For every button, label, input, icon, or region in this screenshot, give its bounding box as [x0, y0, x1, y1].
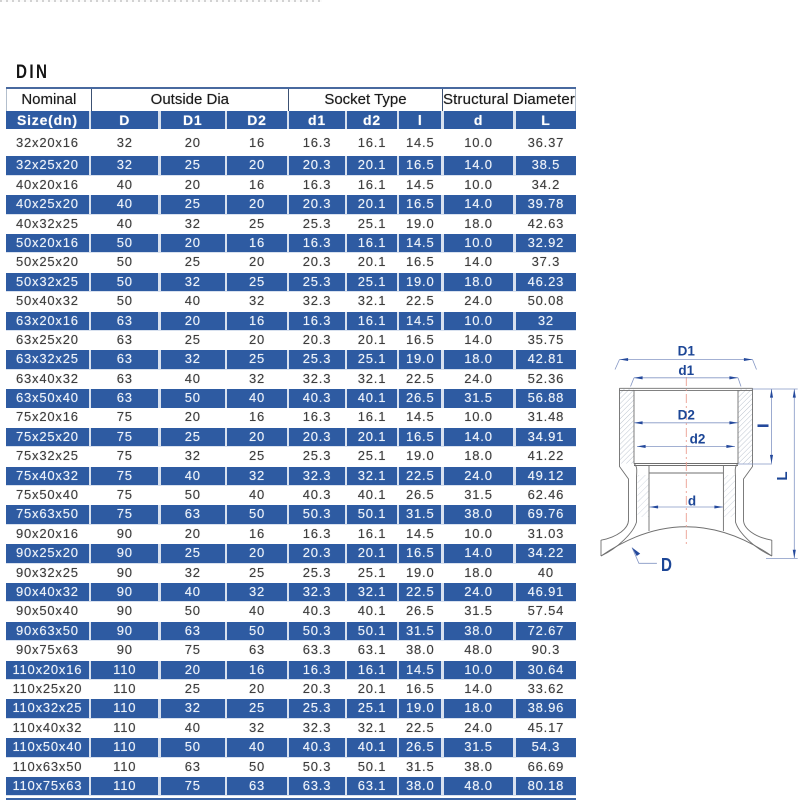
svg-text:d2: d2: [690, 432, 706, 447]
svg-text:d1: d1: [678, 363, 694, 378]
svg-text:D: D: [661, 555, 672, 575]
svg-text:L: L: [774, 471, 791, 480]
svg-text:d: d: [688, 494, 696, 509]
svg-text:D2: D2: [678, 408, 695, 423]
svg-text:D1: D1: [678, 343, 696, 358]
